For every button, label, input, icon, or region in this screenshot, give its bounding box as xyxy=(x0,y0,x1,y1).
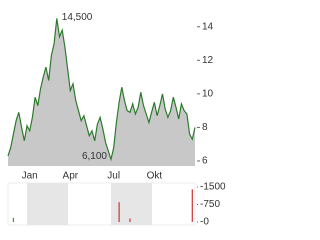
y-tick-label: -0 xyxy=(200,217,209,228)
x-tick-label: Apr xyxy=(63,171,79,182)
quarter-band xyxy=(27,183,68,225)
quarter-band xyxy=(111,183,152,225)
y-tick-label: 10 xyxy=(202,89,214,100)
y-tick-label: -750 xyxy=(200,199,220,210)
x-tick-label: Jan xyxy=(22,171,38,182)
area xyxy=(8,18,195,167)
chart: 6 8 10 12 14 Jan Apr Jul Okt 14,500 6,100 -1500 -750… xyxy=(7,12,226,228)
volume-bar xyxy=(191,189,193,222)
volume-bar xyxy=(129,218,131,222)
y-tick-label: 12 xyxy=(202,55,214,66)
y-tick-label: 6 xyxy=(202,156,208,167)
volume-bar xyxy=(12,217,15,222)
y-tick-label: 14 xyxy=(202,21,214,32)
volume-bar xyxy=(118,202,120,222)
max-label: 14,500 xyxy=(62,12,93,23)
y-tick-label: 8 xyxy=(202,122,208,133)
price-line xyxy=(7,18,196,162)
y-tick-label: -1500 xyxy=(200,182,226,193)
x-tick-label: Okt xyxy=(147,171,163,182)
min-label: 6,100 xyxy=(82,151,107,162)
x-tick-label: Jul xyxy=(107,171,120,182)
